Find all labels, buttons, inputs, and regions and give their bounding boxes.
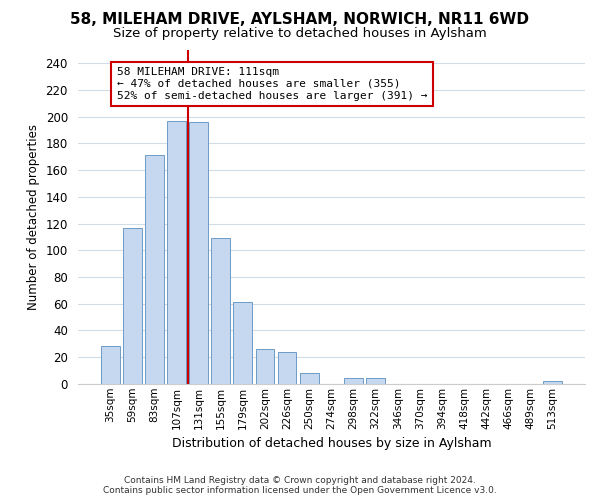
Bar	[189, 122, 208, 384]
Y-axis label: Number of detached properties: Number of detached properties	[27, 124, 40, 310]
Bar	[145, 156, 164, 384]
Bar	[256, 349, 274, 384]
Bar	[167, 121, 186, 384]
Text: 58, MILEHAM DRIVE, AYLSHAM, NORWICH, NR11 6WD: 58, MILEHAM DRIVE, AYLSHAM, NORWICH, NR1…	[71, 12, 530, 28]
Bar	[366, 378, 385, 384]
Text: 58 MILEHAM DRIVE: 111sqm
← 47% of detached houses are smaller (355)
52% of semi-: 58 MILEHAM DRIVE: 111sqm ← 47% of detach…	[117, 68, 427, 100]
Bar	[300, 373, 319, 384]
Text: Contains HM Land Registry data © Crown copyright and database right 2024.
Contai: Contains HM Land Registry data © Crown c…	[103, 476, 497, 495]
Bar	[211, 238, 230, 384]
Bar	[123, 228, 142, 384]
Text: Size of property relative to detached houses in Aylsham: Size of property relative to detached ho…	[113, 28, 487, 40]
Bar	[344, 378, 363, 384]
Bar	[543, 381, 562, 384]
Bar	[101, 346, 119, 384]
Bar	[233, 302, 252, 384]
X-axis label: Distribution of detached houses by size in Aylsham: Distribution of detached houses by size …	[172, 437, 491, 450]
Bar	[278, 352, 296, 384]
